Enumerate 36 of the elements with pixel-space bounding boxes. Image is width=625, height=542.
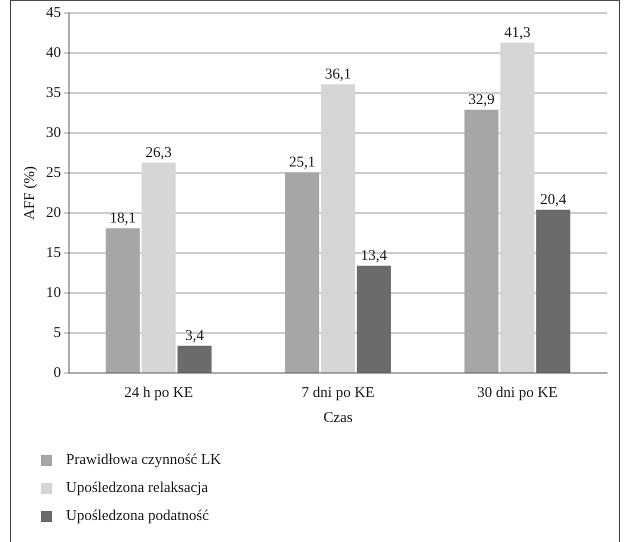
y-tick-label: 30 (46, 124, 61, 141)
legend-label: Upośledzona relaksacja (66, 480, 208, 496)
data-label: 13,4 (360, 248, 388, 264)
y-tick-label: 25 (46, 164, 61, 181)
bar (464, 110, 499, 372)
y-tick-label: 5 (54, 324, 61, 341)
data-label: 3,4 (185, 328, 204, 344)
data-label: 25,1 (289, 154, 316, 171)
y-tick-label: 45 (46, 4, 61, 21)
x-tick-label: 24 h po KE (124, 384, 194, 401)
bar (285, 172, 320, 372)
bar (536, 210, 570, 372)
data-label: 20,4 (540, 192, 567, 208)
legend-label: Upośledzona podatność (66, 508, 209, 524)
data-label: 26,3 (146, 145, 172, 162)
bar (142, 162, 176, 372)
bar (356, 266, 391, 372)
y-axis-title: AFF (%) (22, 166, 38, 220)
x-tick-label: 7 dni po KE (302, 384, 374, 401)
data-label: 36,1 (324, 66, 352, 83)
bar (500, 42, 534, 372)
data-label: 32,9 (468, 92, 495, 108)
x-tick-label: 30 dni po KE (477, 384, 558, 401)
y-tick-label: 10 (46, 284, 61, 301)
y-tick-label: 15 (46, 244, 61, 261)
bar (320, 84, 356, 372)
bar (106, 228, 140, 372)
bar (177, 346, 212, 372)
data-label: 18,1 (110, 210, 136, 227)
legend-label: Prawidłowa czynność LK (66, 452, 221, 468)
y-tick-label: 40 (46, 44, 61, 61)
x-axis-title: Czas (323, 410, 353, 426)
y-tick-label: 35 (46, 84, 61, 101)
data-label: 41,3 (504, 25, 530, 42)
y-tick-label: 20 (46, 204, 61, 221)
y-tick-label: 0 (54, 364, 61, 381)
